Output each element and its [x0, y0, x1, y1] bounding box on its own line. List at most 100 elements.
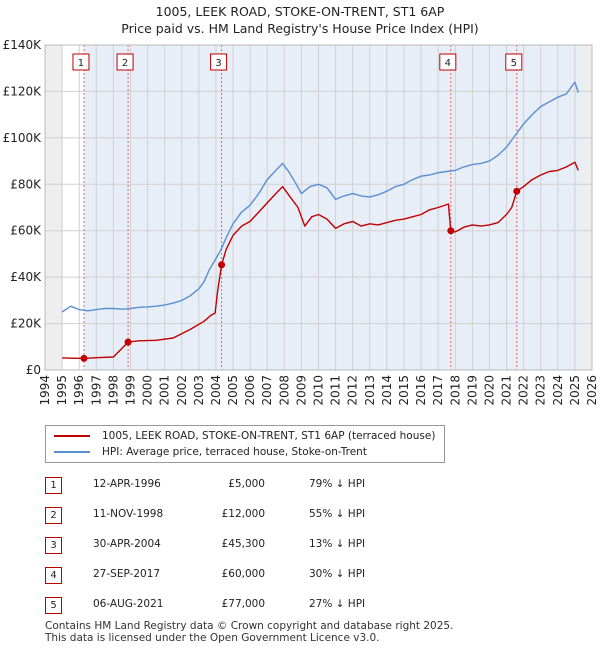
y-tick-label: £40K [10, 270, 42, 284]
sale-point [513, 187, 521, 195]
x-tick-label: 2026 [585, 375, 599, 406]
x-tick-label: 2025 [568, 375, 582, 406]
chart-subtitle: Price paid vs. HM Land Registry's House … [121, 21, 479, 36]
price-chart: 1 2 3 4 5 £0 £20K £40K £60K £80K £100K £120K £140K 19… [3, 38, 599, 406]
transaction-date: 12-APR-1996 [93, 478, 161, 490]
x-tick-label: 2000 [141, 375, 155, 406]
transaction-number: 1 [45, 477, 62, 494]
sale-point [447, 227, 455, 235]
y-tick-label: £100K [3, 131, 43, 145]
transaction-price: £12,000 [221, 508, 265, 520]
y-tick-label: £120K [3, 84, 43, 98]
transaction-date: 27-SEP-2017 [93, 568, 161, 580]
transaction-hpi: 13% ↓ HPI [309, 538, 366, 550]
sale-period-band [516, 45, 584, 370]
x-tick-label: 2012 [346, 375, 360, 406]
x-tick-label: 2002 [175, 375, 189, 406]
x-tick-label: 1999 [123, 375, 137, 406]
transaction-number: 3 [45, 537, 62, 554]
legend-swatch-price [54, 435, 90, 437]
transaction-row: 5 06-AUG-2021 £77,000 27% ↓ HPI [45, 592, 465, 622]
x-tick-label: 2021 [500, 375, 514, 406]
y-tick-label: £80K [10, 177, 42, 191]
hpi-line [61, 81, 579, 313]
transaction-price: £60,000 [221, 568, 265, 580]
sale-label: 4 [445, 58, 451, 69]
price-paid-line [62, 161, 579, 360]
transaction-row: 4 27-SEP-2017 £60,000 30% ↓ HPI [45, 562, 465, 592]
sale-label: 3 [215, 58, 221, 69]
transaction-number: 5 [45, 597, 62, 614]
x-tick-label: 2011 [329, 375, 343, 406]
sale-label: 5 [511, 58, 517, 69]
legend-item-price: 1005, LEEK ROAD, STOKE-ON-TRENT, ST1 6AP… [54, 428, 435, 444]
x-tick-label: 2013 [363, 375, 377, 406]
transaction-date: 11-NOV-1998 [93, 508, 164, 520]
y-tick-label: £140K [3, 38, 43, 52]
transaction-row: 3 30-APR-2004 £45,300 13% ↓ HPI [45, 532, 465, 562]
transaction-price: £5,000 [228, 478, 265, 490]
transaction-price: £45,300 [221, 538, 265, 550]
y-tick-label: £0 [26, 363, 41, 377]
x-tick-label: 2015 [397, 375, 411, 406]
legend-label-price: 1005, LEEK ROAD, STOKE-ON-TRENT, ST1 6AP… [102, 430, 436, 442]
x-tick-label: 2010 [312, 375, 326, 406]
plot-frame [44, 44, 593, 371]
sale-label: 2 [122, 58, 128, 69]
x-tick-label: 2014 [380, 375, 394, 406]
sale-label-box [116, 53, 134, 71]
x-tick-label: 2006 [243, 375, 257, 406]
x-tick-label: 1994 [38, 375, 52, 406]
x-tick-label: 1995 [55, 375, 69, 406]
shaded-range [45, 45, 63, 370]
sale-label-box [210, 53, 228, 71]
x-tick-label: 2016 [414, 375, 428, 406]
sale-label-box [439, 53, 457, 71]
sale-point [80, 354, 88, 362]
legend-swatch-hpi [54, 451, 90, 453]
footer-line-2: This data is licensed under the Open Gov… [45, 632, 380, 644]
x-tick-label: 2003 [192, 375, 206, 406]
transaction-row: 1 12-APR-1996 £5,000 79% ↓ HPI [45, 472, 465, 502]
transaction-number: 2 [45, 507, 62, 524]
sale-period-band [450, 45, 517, 370]
footer-attribution: Contains HM Land Registry data © Crown c… [45, 620, 453, 644]
x-tick-label: 2022 [517, 375, 531, 406]
sale-period-band [221, 45, 451, 370]
shaded-range [583, 45, 592, 370]
transaction-hpi: 30% ↓ HPI [309, 568, 366, 580]
x-tick-label: 2009 [294, 375, 308, 406]
x-tick-label: 2017 [431, 375, 445, 406]
x-tick-label: 1996 [72, 375, 86, 406]
x-tick-label: 2007 [260, 375, 274, 406]
x-tick-label: 2019 [465, 375, 479, 406]
x-tick-label: 2020 [482, 375, 496, 406]
sale-point [124, 338, 132, 346]
x-tick-label: 1998 [106, 375, 120, 406]
sale-period-band [128, 45, 222, 370]
sale-label: 1 [78, 58, 84, 69]
x-tick-label: 2001 [158, 375, 172, 406]
footer-line-1: Contains HM Land Registry data © Crown c… [45, 620, 454, 632]
transaction-row: 2 11-NOV-1998 £12,000 55% ↓ HPI [45, 502, 465, 532]
transaction-hpi: 27% ↓ HPI [309, 598, 366, 610]
x-tick-label: 2004 [209, 375, 223, 406]
transaction-hpi: 79% ↓ HPI [309, 478, 366, 490]
sale-label-box [505, 53, 523, 71]
legend-label-hpi: HPI: Average price, terraced house, Stok… [102, 446, 367, 458]
y-tick-label: £20K [10, 317, 42, 331]
x-tick-label: 2023 [534, 375, 548, 406]
x-tick-label: 2018 [448, 375, 462, 406]
legend-item-hpi: HPI: Average price, terraced house, Stok… [54, 444, 367, 460]
x-tick-label: 2005 [226, 375, 240, 406]
transaction-date: 06-AUG-2021 [93, 598, 164, 610]
transaction-date: 30-APR-2004 [93, 538, 161, 550]
x-tick-label: 1997 [89, 375, 103, 406]
transaction-price: £77,000 [221, 598, 265, 610]
sale-period-band [83, 45, 129, 370]
x-tick-label: 2008 [277, 375, 291, 406]
transaction-number: 4 [45, 567, 62, 584]
x-tick-label: 2024 [551, 375, 565, 406]
sale-label-box [72, 53, 90, 71]
chart-title: 1005, LEEK ROAD, STOKE-ON-TRENT, ST1 6AP [155, 4, 445, 19]
